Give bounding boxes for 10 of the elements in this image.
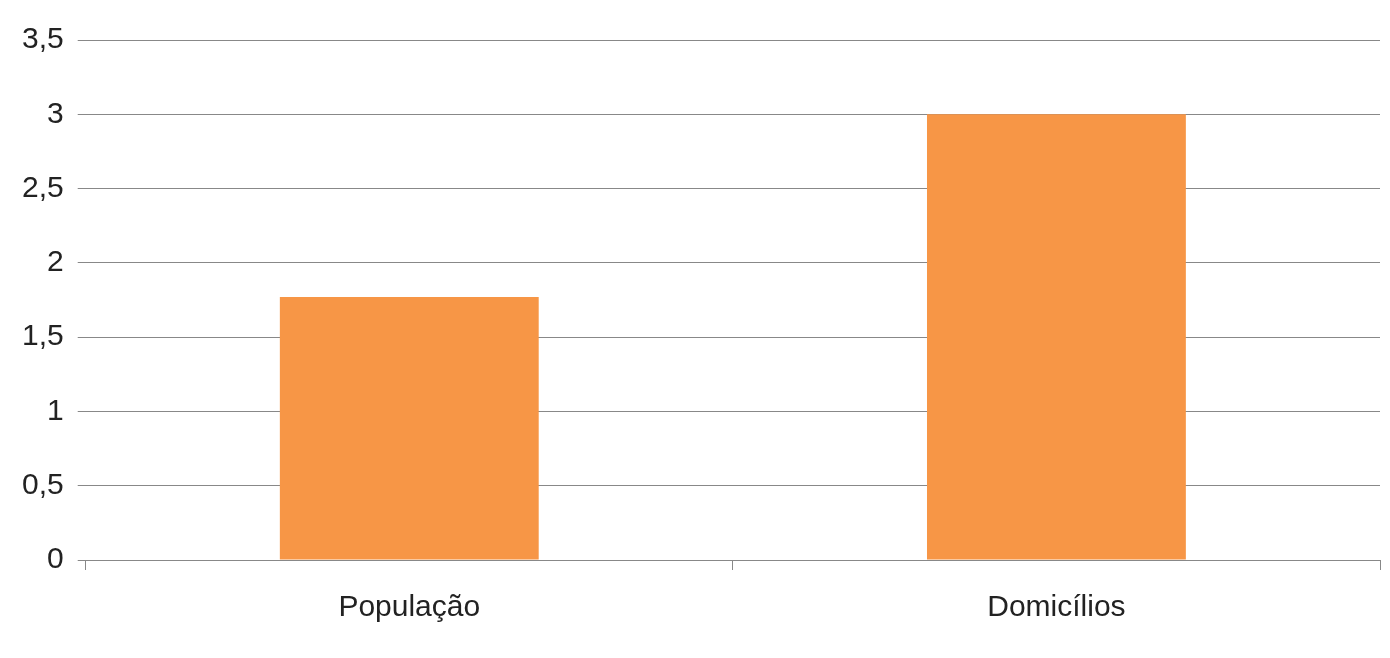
y-tick-label: 2: [47, 244, 64, 278]
y-tick-label: 2,5: [21, 169, 64, 203]
y-tick-label: 3,5: [21, 21, 64, 55]
x-tick-label: População: [338, 589, 481, 623]
y-tick-label: 0: [47, 541, 64, 575]
y-tick-label: 1,5: [21, 318, 64, 352]
y-tick-label: 3: [47, 95, 64, 129]
x-tick-label: Domicílios: [987, 589, 1126, 623]
y-tick-label: 1: [47, 392, 64, 426]
y-tick-label: 0,5: [21, 466, 64, 500]
